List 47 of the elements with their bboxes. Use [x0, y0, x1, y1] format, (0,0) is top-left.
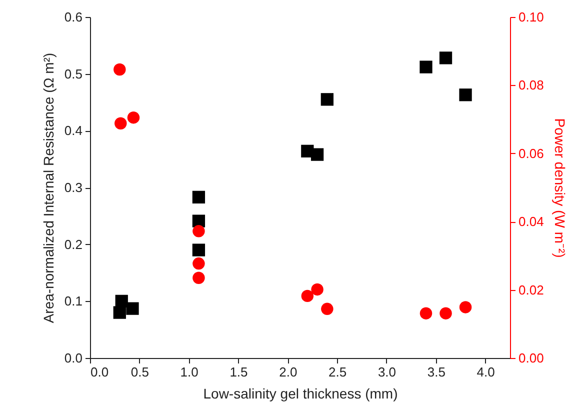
point: [310, 148, 324, 161]
y-tick-label: 0.4: [64, 123, 82, 138]
point: [192, 257, 205, 270]
x-axis-title: Low-salinity gel thickness (mm): [203, 386, 398, 402]
point: [192, 225, 205, 238]
x-tick-label: 4.0: [476, 364, 495, 380]
x-tick-label: 3.5: [427, 364, 446, 380]
point: [115, 294, 128, 308]
point: [320, 93, 334, 106]
y-tick-label: 0.0: [64, 350, 82, 366]
point: [126, 302, 139, 315]
point: [459, 88, 472, 102]
point: [114, 117, 127, 130]
point: [440, 307, 452, 320]
point: [321, 302, 334, 316]
x-tick-label: 0.5: [130, 364, 149, 380]
point: [420, 307, 432, 320]
y2-tick-label: 0.00: [518, 350, 544, 366]
point: [311, 283, 324, 296]
y2-tick-label: 0.02: [518, 282, 544, 298]
point: [301, 290, 314, 302]
y2-tick-label: 0.06: [518, 146, 544, 161]
x-tick-label: 1.5: [230, 364, 248, 380]
point: [192, 244, 206, 256]
y-tick-label: 0.5: [64, 66, 82, 82]
y2-tick-label: 0.10: [518, 10, 544, 24]
y2-tick-label: 0.04: [518, 214, 544, 230]
y-tick-label: 0.1: [64, 294, 82, 309]
x-tick-label: 2.5: [328, 364, 347, 380]
point: [192, 272, 205, 284]
x-tick-label: 0.0: [90, 364, 109, 380]
y-axis-title: Area-normalized Internal Resistance (Ω m²): [40, 52, 56, 324]
point: [420, 60, 432, 74]
point: [113, 306, 126, 319]
y2-axis-title: Power density (W m⁻²): [552, 118, 568, 258]
y-tick-label: 0.3: [64, 180, 82, 195]
point: [459, 301, 472, 314]
x-tick-label: 2.0: [279, 364, 298, 380]
point: [439, 52, 452, 64]
y2-tick-label: 0.08: [518, 78, 544, 93]
x-tick-label: 1.0: [180, 364, 198, 380]
point: [127, 111, 140, 124]
x-tick-label: 3.0: [378, 364, 396, 380]
point: [114, 63, 126, 76]
point: [192, 190, 206, 204]
y-tick-label: 0.2: [64, 236, 82, 252]
y-tick-label: 0.6: [64, 10, 82, 24]
